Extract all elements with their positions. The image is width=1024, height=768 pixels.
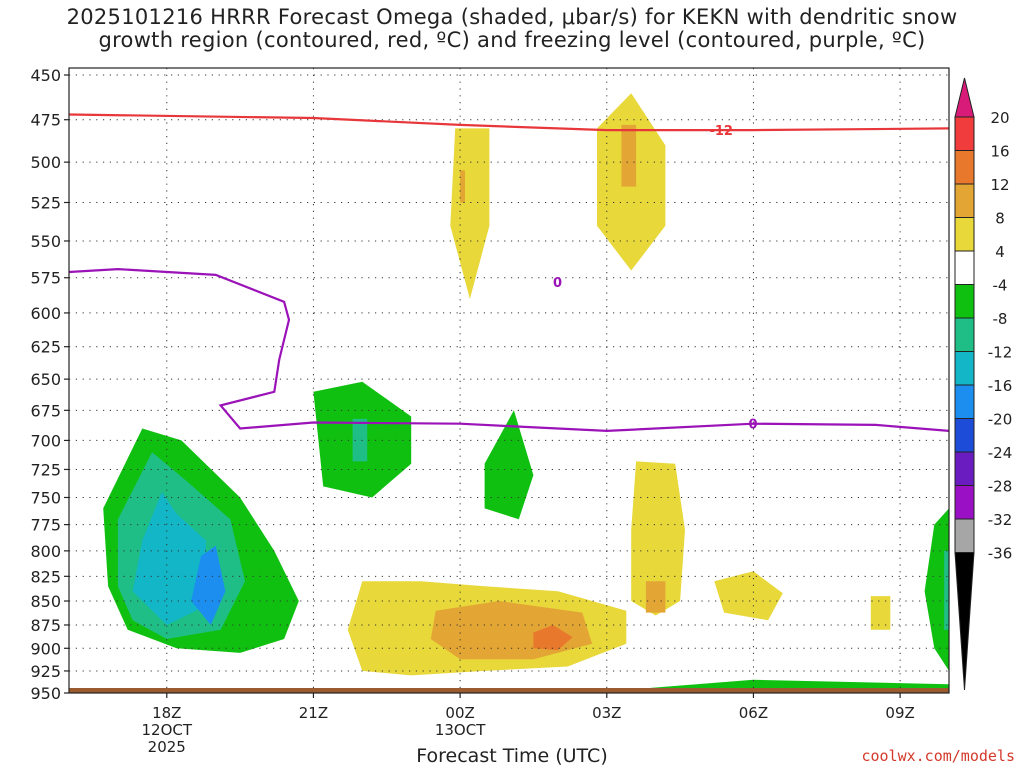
ytick-label-850: 850 xyxy=(30,592,61,611)
contour-label-snow: -12 xyxy=(709,124,733,139)
colorbar-label--24: -24 xyxy=(988,444,1013,462)
colorbar-label-12: 12 xyxy=(990,176,1009,194)
title-line-1: 2025101216 HRRR Forecast Omega (shaded, … xyxy=(66,5,958,29)
colorbar-label--4: -4 xyxy=(993,277,1008,295)
xtick-label-18Z-1: 12OCT xyxy=(142,721,193,739)
colorbar-label--12: -12 xyxy=(988,344,1013,362)
x-axis-label: Forecast Time (UTC) xyxy=(416,745,608,767)
colorbar-swatch-1 xyxy=(954,150,975,185)
colorbar-label-20: 20 xyxy=(990,109,1009,127)
colorbar-swatch-3 xyxy=(954,217,975,252)
omega-region-16 xyxy=(191,545,226,625)
ytick-label-925: 925 xyxy=(30,662,61,681)
ytick-label-725: 725 xyxy=(30,460,61,479)
colorbar-swatch-8 xyxy=(954,384,975,419)
ytick-label-550: 550 xyxy=(30,232,61,251)
colorbar-top-triangle xyxy=(954,77,975,118)
xtick-label-21Z-0: 21Z xyxy=(299,704,328,722)
colorbar-swatch-10 xyxy=(954,451,975,486)
ytick-label-450: 450 xyxy=(30,66,61,85)
credit-text: coolwx.com/models xyxy=(861,747,1015,765)
xtick-label-18Z-2: 2025 xyxy=(148,738,186,756)
contours: -12 0 0 xyxy=(69,113,949,433)
contour-line-1 xyxy=(69,267,949,433)
ytick-label-650: 650 xyxy=(30,370,61,389)
xtick-label-00Z-0: 00Z xyxy=(445,704,474,722)
ytick-label-700: 700 xyxy=(30,431,61,450)
colorbar-label--20: -20 xyxy=(988,411,1013,429)
contour-label-freezing-2: 0 xyxy=(749,418,758,433)
ytick-label-575: 575 xyxy=(30,269,61,288)
ytick-label-600: 600 xyxy=(30,304,61,323)
colorbar-bottom-triangle xyxy=(954,552,975,691)
omega-region-7 xyxy=(645,581,666,613)
colorbar-swatch-2 xyxy=(954,183,975,218)
ytick-label-800: 800 xyxy=(30,542,61,561)
ytick-label-625: 625 xyxy=(30,338,61,357)
colorbar-label--28: -28 xyxy=(988,478,1013,496)
colorbar-swatch-9 xyxy=(954,418,975,453)
xtick-label-06Z-0: 06Z xyxy=(739,704,768,722)
colorbar-label-8: 8 xyxy=(995,210,1005,228)
omega-shading xyxy=(103,78,949,693)
omega-region-19 xyxy=(484,410,534,520)
ytick-label-900: 900 xyxy=(30,639,61,658)
title-line-2: growth region (contoured, red, ºC) and f… xyxy=(98,28,926,52)
ground-strip xyxy=(69,688,949,693)
colorbar-label--16: -16 xyxy=(988,377,1013,395)
xtick-label-18Z-0: 18Z xyxy=(152,704,181,722)
omega-region-6 xyxy=(631,461,685,616)
omega-region-12 xyxy=(533,625,573,651)
colorbar-label--8: -8 xyxy=(993,310,1008,328)
colorbar-swatch-7 xyxy=(954,351,975,386)
omega-region-3 xyxy=(323,78,949,693)
colorbar-swatch-11 xyxy=(954,485,975,520)
colorbar: 20 16 12 8 4 -4 -8 -12 -16 -20 -24 -28 -32 -36 xyxy=(954,77,1013,691)
ytick-label-525: 525 xyxy=(30,193,61,212)
colorbar-swatch-0 xyxy=(954,116,975,151)
colorbar-swatch-12 xyxy=(954,518,975,553)
xtick-label-00Z-1: 13OCT xyxy=(435,721,486,739)
omega-region-21 xyxy=(944,550,949,630)
omega-region-20 xyxy=(924,508,949,671)
colorbar-label--36: -36 xyxy=(988,545,1013,563)
omega-region-15 xyxy=(132,492,206,625)
colorbar-label--32: -32 xyxy=(988,511,1013,529)
ytick-label-775: 775 xyxy=(30,516,61,535)
y-axis: 450 475 500 525 550 575 600 625 650 675 700 725 750 7… xyxy=(30,66,69,703)
chart-title: 2025101216 HRRR Forecast Omega (shaded, … xyxy=(0,6,1024,52)
ytick-label-875: 875 xyxy=(30,616,61,635)
ytick-label-750: 750 xyxy=(30,488,61,507)
omega-region-5 xyxy=(621,124,637,187)
xtick-label-09Z-0: 09Z xyxy=(885,704,914,722)
colorbar-swatch-6 xyxy=(954,317,975,352)
colorbar-swatch-5 xyxy=(954,284,975,319)
contour-label-freezing-1: 0 xyxy=(553,276,562,291)
ytick-label-475: 475 xyxy=(30,111,61,130)
ytick-label-675: 675 xyxy=(30,401,61,420)
colorbar-label-4: 4 xyxy=(995,243,1005,261)
ytick-label-500: 500 xyxy=(30,153,61,172)
omega-region-9 xyxy=(870,596,891,630)
ytick-label-825: 825 xyxy=(30,567,61,586)
omega-region-8 xyxy=(714,571,783,621)
colorbar-swatch-4 xyxy=(954,250,975,285)
xtick-label-03Z-0: 03Z xyxy=(592,704,621,722)
ytick-label-950: 950 xyxy=(30,684,61,703)
plot-frame xyxy=(68,67,950,694)
omega-region-2 xyxy=(460,170,465,203)
colorbar-label-16: 16 xyxy=(990,143,1009,161)
contour-line-0 xyxy=(69,113,949,132)
omega-region-18 xyxy=(352,418,368,462)
